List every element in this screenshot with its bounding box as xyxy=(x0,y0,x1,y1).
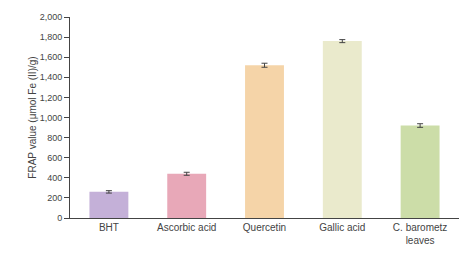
svg-text:1,000: 1,000 xyxy=(40,113,63,123)
svg-text:1,200: 1,200 xyxy=(40,93,63,103)
svg-text:FRAP value (μmol Fe (II)/g): FRAP value (μmol Fe (II)/g) xyxy=(27,56,38,178)
svg-text:1,600: 1,600 xyxy=(40,52,63,62)
svg-text:600: 600 xyxy=(47,153,62,163)
svg-text:800: 800 xyxy=(47,133,62,143)
svg-text:C. barometzleaves: C. barometzleaves xyxy=(393,222,447,246)
svg-text:0: 0 xyxy=(57,213,62,223)
svg-text:Quercetin: Quercetin xyxy=(243,222,286,233)
svg-text:BHT: BHT xyxy=(99,222,119,233)
svg-text:2,000: 2,000 xyxy=(40,12,63,22)
svg-text:1,400: 1,400 xyxy=(40,72,63,82)
svg-text:Ascorbic acid: Ascorbic acid xyxy=(157,222,216,233)
svg-text:Gallic acid: Gallic acid xyxy=(319,222,365,233)
svg-text:200: 200 xyxy=(47,193,62,203)
svg-text:1,800: 1,800 xyxy=(40,32,63,42)
svg-text:400: 400 xyxy=(47,173,62,183)
